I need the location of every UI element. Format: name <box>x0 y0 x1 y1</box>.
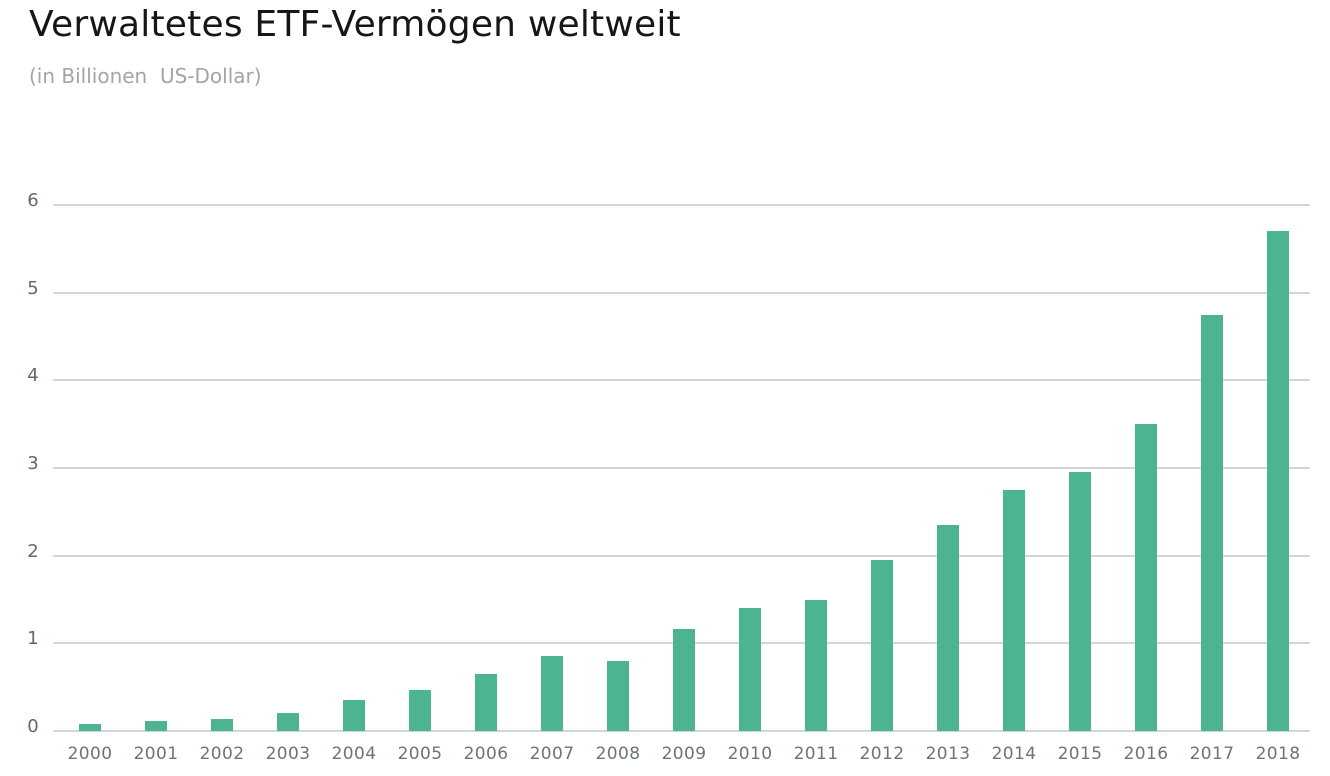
bar-2010 <box>739 608 761 731</box>
x-axis-tick-label: 2010 <box>727 744 773 764</box>
x-axis-tick-label: 2016 <box>1123 744 1169 764</box>
chart-subtitle: (in Billionen US-Dollar) <box>29 64 262 88</box>
bar-2013 <box>937 524 959 731</box>
x-axis-tick-label: 2006 <box>463 744 509 764</box>
gridline-4 <box>53 379 1310 382</box>
x-axis-tick-label: 2002 <box>199 744 245 764</box>
y-axis-tick-label: 1 <box>27 628 39 650</box>
gridline-2 <box>53 554 1310 557</box>
gridline-3 <box>53 467 1310 469</box>
x-axis-tick-label: 2014 <box>991 744 1037 764</box>
bar-2005 <box>409 689 431 731</box>
chart-title: Verwaltetes ETF-Vermögen weltweit <box>29 4 681 45</box>
bar-2009 <box>673 629 695 731</box>
bar-2012 <box>871 560 893 731</box>
x-axis-tick-label: 2015 <box>1057 744 1103 764</box>
bar-2006 <box>475 674 497 731</box>
x-axis-tick-label: 2008 <box>595 744 641 764</box>
y-axis-tick-label: 4 <box>27 365 39 387</box>
bar-2004 <box>343 700 365 731</box>
x-axis-tick-label: 2012 <box>859 744 905 764</box>
bar-2000 <box>79 724 101 731</box>
gridline-0 <box>53 730 1310 732</box>
y-axis-tick-label: 3 <box>27 453 39 474</box>
bar-2008 <box>607 660 629 731</box>
y-axis-tick-label: 2 <box>27 540 39 562</box>
y-axis-tick-label: 5 <box>27 277 39 299</box>
x-axis-tick-label: 2011 <box>793 744 839 764</box>
plot-area: 0 1 2 3 4 5 6 2000 2001 2002 2003 2004 2005 2006 2007 2… <box>27 191 1310 764</box>
bar-2002 <box>211 718 233 731</box>
y-axis-tick-label: 0 <box>27 716 39 737</box>
x-axis-tick-label: 2007 <box>529 744 575 764</box>
gridline-5 <box>53 291 1310 294</box>
bar-2016 <box>1135 424 1157 731</box>
bar-2011 <box>805 599 827 731</box>
bar-2007 <box>541 656 563 731</box>
bar-2014 <box>1003 489 1025 731</box>
bar-2017 <box>1201 314 1223 731</box>
y-axis-tick-label: 6 <box>27 190 39 211</box>
bar-2003 <box>277 712 299 731</box>
bar-2001 <box>145 721 167 731</box>
x-axis-tick-label: 2003 <box>265 744 311 764</box>
x-axis-tick-label: 2009 <box>661 744 707 764</box>
x-axis-tick-label: 2018 <box>1255 744 1301 764</box>
bar-2015 <box>1069 472 1091 731</box>
gridline-6 <box>53 204 1310 206</box>
x-axis-tick-label: 2000 <box>67 744 113 764</box>
x-axis-tick-label: 2013 <box>925 744 971 764</box>
x-axis-tick-label: 2005 <box>397 744 443 764</box>
x-axis-tick-label: 2017 <box>1189 744 1235 764</box>
bar-2018 <box>1267 231 1289 731</box>
x-axis-tick-label: 2001 <box>133 744 179 764</box>
x-axis-tick-label: 2004 <box>331 744 377 764</box>
